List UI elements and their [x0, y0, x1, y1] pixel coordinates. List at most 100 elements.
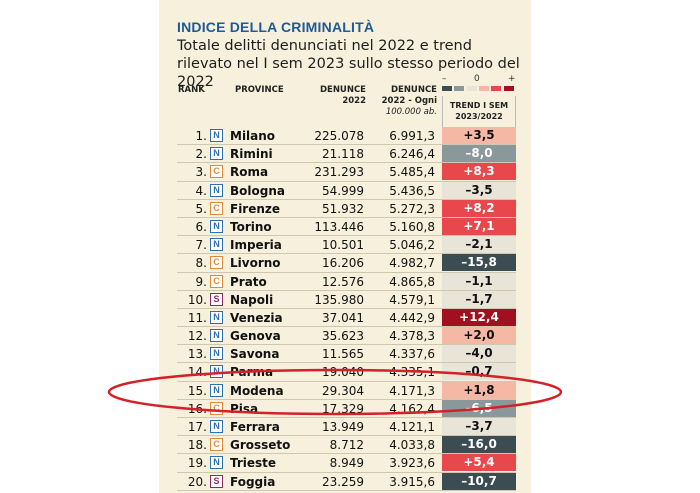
- header-per100k: DENUNCE 2022 - Ogni 100.000 ab.: [375, 85, 437, 118]
- rank-cell: 15.: [187, 383, 207, 398]
- table-row: 1. N Milano 225.078 6.991,3 +3,5: [159, 127, 531, 146]
- province-name: Modena: [230, 383, 284, 398]
- row-divider: [177, 162, 516, 164]
- rank-cell: 19.: [187, 456, 207, 471]
- legend-swatch: [466, 86, 477, 91]
- denunce-cell: 10.501: [322, 238, 364, 253]
- header-per-line1: DENUNCE: [390, 85, 437, 95]
- row-divider: [177, 307, 516, 309]
- rank-cell: 5.: [195, 201, 207, 216]
- denunce-cell: 16.206: [322, 256, 364, 271]
- denunce-cell: 29.304: [322, 383, 364, 398]
- province-type-badge: S: [210, 474, 223, 488]
- header-rank: RANK: [178, 85, 205, 95]
- rank-cell: 6.: [195, 219, 207, 234]
- province-type-badge: N: [210, 129, 223, 142]
- province-name: Livorno: [230, 256, 281, 271]
- trend-cell: +5,4: [442, 454, 516, 472]
- province-type-badge: N: [210, 238, 223, 252]
- province-type-badge: C: [210, 201, 223, 215]
- province-type-badge: N: [210, 219, 223, 233]
- province-type-badge: N: [210, 383, 223, 397]
- province-name: Parma: [230, 365, 274, 380]
- header-denunce-line1: DENUNCE: [319, 85, 366, 95]
- province-type-badge: N: [210, 147, 223, 161]
- province-name: Venezia: [230, 310, 283, 325]
- trend-cell: –15,8: [442, 254, 516, 272]
- trend-cell: +7,1: [442, 217, 516, 235]
- province-name: Prato: [230, 274, 267, 289]
- table-row: 9. C Prato 12.576 4.865,8 –1,1: [159, 272, 531, 291]
- province-type-badge: C: [210, 401, 223, 415]
- rank-cell: 4.: [195, 183, 207, 198]
- province-name: Savona: [230, 347, 280, 362]
- trend-cell: –3,7: [442, 418, 516, 435]
- denunce-cell: 23.259: [322, 474, 364, 489]
- province-name: Roma: [230, 165, 269, 180]
- row-divider: [177, 471, 516, 473]
- per100k-cell: 4.337,6: [389, 347, 435, 362]
- province-name: Bologna: [230, 183, 285, 198]
- per100k-cell: 4.162,4: [389, 401, 435, 416]
- rank-cell: 2.: [195, 147, 207, 162]
- trend-cell: –10,7: [442, 472, 516, 490]
- row-divider: [177, 180, 516, 182]
- table-row: 13. N Savona 11.565 4.337,6 –4,0: [159, 345, 531, 364]
- table-row: 2. N Rimini 21.118 6.246,4 –8,0: [159, 145, 531, 164]
- denunce-cell: 21.118: [322, 147, 364, 162]
- header-trend-line2: 2023/2022: [455, 112, 503, 121]
- province-name: Pisa: [230, 401, 259, 416]
- denunce-cell: 225.078: [314, 129, 364, 143]
- trend-cell: –0,7: [442, 363, 516, 381]
- denunce-cell: 35.623: [322, 329, 364, 344]
- row-divider: [177, 289, 516, 291]
- per100k-cell: 3.923,6: [389, 456, 435, 471]
- province-name: Foggia: [230, 474, 276, 489]
- trend-cell: +12,4: [442, 308, 516, 326]
- rank-cell: 11.: [187, 310, 207, 325]
- denunce-cell: 54.999: [322, 183, 364, 198]
- row-divider: [177, 435, 516, 437]
- denunce-cell: 8.712: [329, 438, 364, 453]
- per100k-cell: 5.160,8: [389, 219, 435, 234]
- ranking-table: 1. N Milano 225.078 6.991,3 +3,5 2. N Rimini 21.1…: [159, 127, 531, 491]
- row-divider: [177, 326, 516, 328]
- province-type-badge: N: [210, 310, 223, 324]
- rank-cell: 18.: [187, 438, 207, 453]
- legend-swatch: [478, 86, 489, 91]
- table-row: 10. S Napoli 135.980 4.579,1 –1,7: [159, 290, 531, 309]
- legend-minus: –: [442, 74, 447, 84]
- denunce-cell: 8.949: [329, 456, 364, 471]
- legend-plus: +: [508, 74, 516, 84]
- trend-cell: –1,7: [442, 290, 516, 308]
- table-subtitle: Totale delitti denunciati nel 2022 e tre…: [177, 38, 520, 90]
- province-type-badge: N: [210, 347, 223, 361]
- province-name: Napoli: [230, 292, 274, 307]
- denunce-cell: 12.576: [322, 274, 364, 289]
- legend-zero: 0: [474, 74, 480, 84]
- header-denunce-line2: 2022: [342, 96, 366, 106]
- per100k-cell: 4.335,1: [389, 365, 435, 380]
- table-row: 16. C Pisa 17.329 4.162,4 –6,5: [159, 399, 531, 418]
- per100k-cell: 4.579,1: [389, 292, 435, 307]
- rank-cell: 13.: [187, 347, 207, 362]
- per100k-cell: 4.033,8: [389, 438, 435, 453]
- header-per-line2: 2022 - Ogni: [381, 96, 437, 106]
- header-denunce: DENUNCE 2022: [314, 85, 366, 107]
- denunce-cell: 37.041: [322, 310, 364, 325]
- table-row: 20. S Foggia 23.259 3.915,6 –10,7: [159, 472, 531, 491]
- province-name: Grosseto: [230, 438, 291, 453]
- rank-cell: 14.: [187, 365, 207, 380]
- table-row: 3. C Roma 231.293 5.485,4 +8,3: [159, 163, 531, 182]
- table-row: 6. N Torino 113.446 5.160,8 +7,1: [159, 217, 531, 237]
- per100k-cell: 4.121,1: [389, 420, 435, 434]
- header-per-line3: 100.000 ab.: [385, 107, 437, 117]
- rank-cell: 17.: [187, 420, 207, 434]
- province-type-badge: C: [210, 274, 223, 288]
- row-divider: [177, 198, 516, 200]
- trend-cell: –6,5: [442, 399, 516, 417]
- province-type-badge: N: [210, 365, 223, 379]
- per100k-cell: 5.046,2: [389, 238, 435, 253]
- denunce-cell: 113.446: [314, 219, 364, 234]
- rank-cell: 9.: [195, 274, 207, 289]
